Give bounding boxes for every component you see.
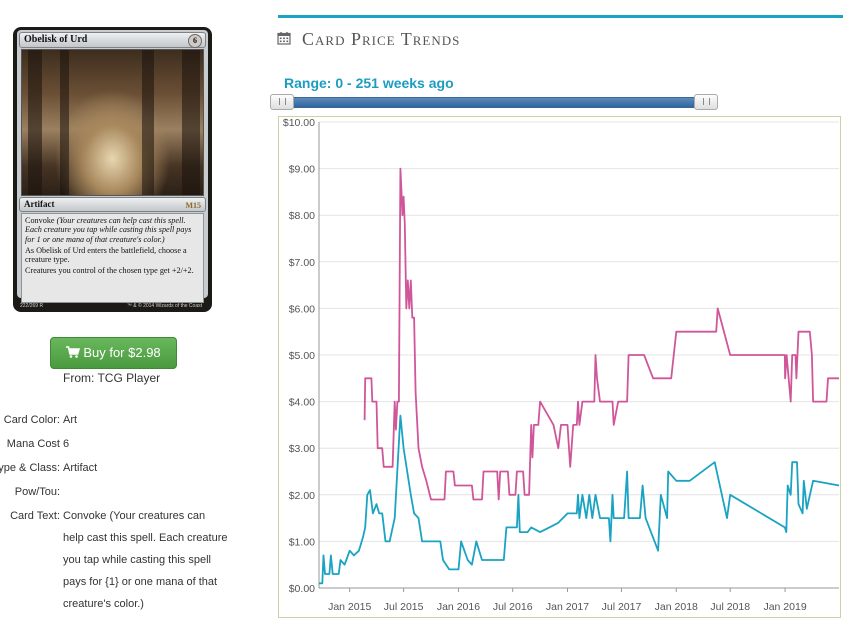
attr-value: Artifact: [63, 462, 98, 474]
rules-keyword: Convoke: [25, 216, 55, 225]
series-line-pink: [363, 167, 839, 501]
y-tick-label: $0.00: [289, 583, 315, 595]
card-frame: Obelisk of Urd 6 Artifact M15 Convoke (Y…: [17, 30, 208, 303]
y-tick-label: $1.00: [289, 536, 315, 548]
card-name: Obelisk of Urd: [24, 34, 88, 45]
attr-label: Mana Cost: [6, 438, 60, 450]
attr-value: 6: [63, 438, 70, 450]
price-chart: $0.00 $1.00 $2.00 $3.00 $4.00 $5.00 $6.00 $7.00…: [278, 116, 841, 618]
y-tick-label: $3.00: [289, 443, 315, 455]
x-tick-label: Jul 2015: [384, 601, 424, 613]
y-tick-label: $5.00: [289, 350, 315, 362]
x-tick-label: Jan 2017: [546, 601, 589, 613]
x-tick-label: Jul 2017: [602, 601, 642, 613]
y-tick-label: $6.00: [289, 303, 315, 315]
x-tick-label: Jan 2016: [437, 601, 480, 613]
calendar-icon: [277, 32, 291, 45]
collector-number: 222/269 R: [20, 303, 44, 309]
card-image: Obelisk of Urd 6 Artifact M15 Convoke (Y…: [13, 27, 212, 312]
section-top-rule: [278, 15, 843, 18]
range-slider-end-handle[interactable]: [694, 94, 718, 110]
y-tick-label: $4.00: [289, 397, 315, 409]
rules-reminder: (Your creatures can help cast this spell…: [25, 216, 192, 244]
card-name-bar: Obelisk of Urd 6: [19, 32, 206, 48]
attr-label: Card Color:: [3, 414, 60, 426]
card-type-line: Artifact: [24, 199, 55, 209]
attr-label: Pow/Tou:: [14, 486, 60, 498]
y-tick-label: $2.00: [289, 490, 315, 502]
rules-line-2: As Obelisk of Urd enters the battlefield…: [25, 245, 187, 265]
range-label: Range: 0 - 251 weeks ago: [284, 75, 454, 91]
attr-value: Convoke (Your creatures can help cast th…: [63, 510, 228, 610]
x-tick-label: Jan 2018: [655, 601, 698, 613]
shopping-cart-icon: [66, 346, 81, 358]
section-title: Card Price Trends: [302, 29, 461, 49]
card-rules-text: Convoke (Your creatures can help cast th…: [21, 213, 204, 303]
x-tick-label: Jul 2016: [493, 601, 533, 613]
buy-button[interactable]: Buy for $2.98: [50, 337, 177, 369]
price-chart-svg: $0.00 $1.00 $2.00 $3.00 $4.00 $5.00 $6.00 $7.00…: [278, 116, 841, 618]
range-slider-start-handle[interactable]: [270, 94, 294, 110]
y-tick-label: $9.00: [289, 164, 315, 176]
y-tick-label: $8.00: [289, 210, 315, 222]
y-tick-label: $7.00: [289, 257, 315, 269]
card-copyright: ™ & © 2014 Wizards of the Coast: [126, 303, 202, 309]
attr-label: Card Text:: [10, 510, 60, 522]
rules-line-3: Creatures you control of the chosen type…: [25, 266, 194, 276]
x-tick-label: Jan 2015: [328, 601, 371, 613]
attr-value: Art: [63, 414, 78, 426]
price-source: From: TCG Player: [63, 371, 161, 385]
x-tick-label: Jul 2018: [710, 601, 750, 613]
series-line-blue: [319, 414, 840, 585]
y-tick-label: $10.00: [283, 117, 315, 129]
range-slider[interactable]: [270, 94, 718, 110]
range-slider-track: [280, 97, 708, 108]
attr-label: Type & Class:: [0, 462, 60, 474]
buy-button-label: Buy for $2.98: [83, 345, 161, 360]
set-symbol: M15: [185, 201, 201, 210]
card-type-bar: Artifact M15: [19, 197, 206, 212]
mana-cost-symbol: 6: [188, 34, 202, 48]
chart-border: [278, 116, 841, 618]
card-artwork: [21, 49, 204, 196]
x-tick-label: Jan 2019: [763, 601, 806, 613]
